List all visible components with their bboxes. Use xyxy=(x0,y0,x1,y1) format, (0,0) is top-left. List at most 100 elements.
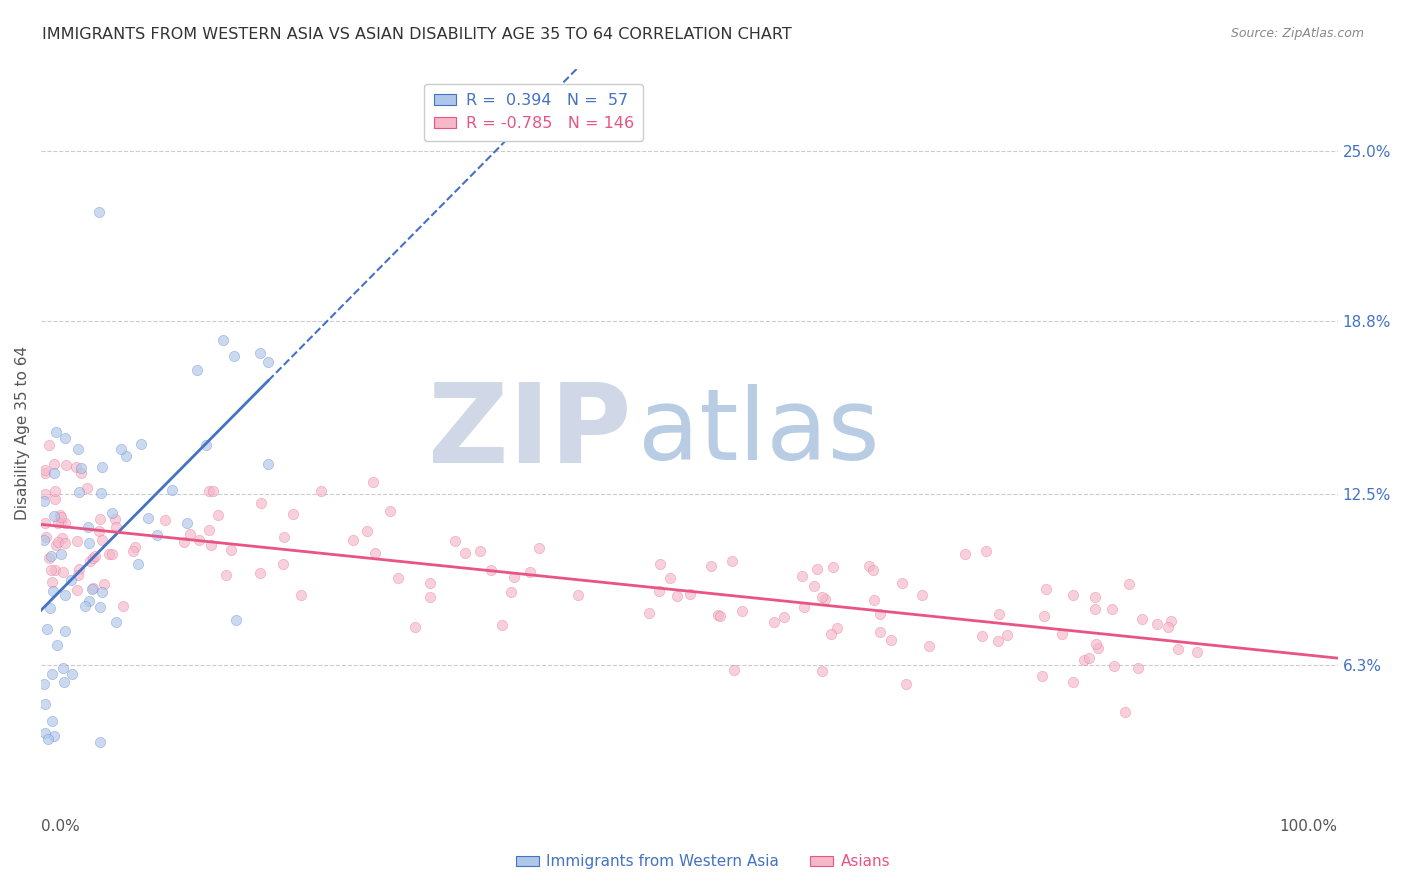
Point xyxy=(115,450,138,464)
Point xyxy=(44,563,66,577)
Point xyxy=(34,487,56,501)
Point xyxy=(995,628,1018,642)
Point xyxy=(67,562,90,576)
Point xyxy=(249,345,271,359)
Point xyxy=(121,543,143,558)
Point xyxy=(479,563,502,577)
Point xyxy=(707,608,730,623)
Point xyxy=(256,458,278,472)
Point xyxy=(1084,590,1107,604)
Point xyxy=(69,460,91,475)
Point xyxy=(387,571,409,585)
Point xyxy=(1062,588,1084,602)
Point xyxy=(195,438,218,452)
Point xyxy=(364,546,387,560)
Point xyxy=(91,459,114,474)
Point xyxy=(42,583,65,598)
Point xyxy=(136,511,159,525)
Point xyxy=(187,533,209,548)
Point xyxy=(79,554,101,568)
Point xyxy=(45,425,67,439)
Point xyxy=(249,566,271,580)
Point xyxy=(444,533,467,548)
Point xyxy=(41,714,63,729)
Point xyxy=(66,442,89,456)
Point xyxy=(59,574,82,588)
Point xyxy=(49,547,72,561)
Point xyxy=(709,608,731,623)
Point xyxy=(1078,650,1101,665)
Point xyxy=(207,508,229,522)
Point xyxy=(35,531,58,545)
Point xyxy=(53,431,76,445)
Point xyxy=(987,634,1010,648)
Point xyxy=(51,515,73,529)
Point xyxy=(111,599,134,613)
Point xyxy=(198,483,221,498)
Point xyxy=(869,624,891,639)
Point xyxy=(527,541,550,555)
Point xyxy=(41,574,63,589)
Point xyxy=(38,438,60,452)
Point xyxy=(1062,675,1084,690)
Point xyxy=(974,544,997,558)
Point xyxy=(273,530,295,544)
Point xyxy=(51,510,73,524)
Point xyxy=(1087,640,1109,655)
Point xyxy=(404,620,426,634)
Point xyxy=(82,550,104,565)
Point xyxy=(32,533,55,548)
Point xyxy=(637,606,659,620)
Point xyxy=(83,549,105,564)
Point xyxy=(309,483,332,498)
Point xyxy=(257,355,280,369)
Point xyxy=(356,524,378,539)
Point xyxy=(51,531,73,545)
Point xyxy=(53,516,76,530)
Point xyxy=(76,481,98,495)
Point xyxy=(89,599,111,614)
Point xyxy=(46,516,69,530)
Point xyxy=(222,349,245,363)
Point xyxy=(468,544,491,558)
Text: Source: ZipAtlas.com: Source: ZipAtlas.com xyxy=(1230,27,1364,40)
Point xyxy=(648,557,671,571)
Point xyxy=(34,516,56,531)
Point xyxy=(666,590,689,604)
Point xyxy=(503,570,526,584)
Point xyxy=(34,463,56,477)
Point xyxy=(39,549,62,564)
Point xyxy=(731,604,754,618)
Point xyxy=(793,599,815,614)
Point xyxy=(723,664,745,678)
Point xyxy=(77,535,100,549)
Point xyxy=(271,557,294,571)
Point xyxy=(48,534,70,549)
Point xyxy=(491,618,513,632)
Point xyxy=(66,583,89,598)
Point xyxy=(1031,669,1053,683)
Point xyxy=(891,576,914,591)
Point xyxy=(380,504,402,518)
Point xyxy=(129,437,152,451)
Point xyxy=(1104,659,1126,673)
Point xyxy=(67,567,90,582)
Point xyxy=(127,557,149,571)
Point xyxy=(219,542,242,557)
Point xyxy=(67,485,90,500)
Point xyxy=(1146,617,1168,632)
Point xyxy=(721,554,744,568)
Point xyxy=(93,576,115,591)
Point xyxy=(700,559,723,574)
Point xyxy=(41,667,63,681)
Point xyxy=(45,538,67,552)
Point xyxy=(1050,627,1073,641)
Point xyxy=(200,539,222,553)
Point xyxy=(811,590,834,604)
Point xyxy=(202,483,225,498)
Point xyxy=(87,524,110,539)
Point xyxy=(55,458,77,472)
Point xyxy=(37,732,59,747)
Point xyxy=(44,484,66,499)
Point xyxy=(48,508,70,523)
